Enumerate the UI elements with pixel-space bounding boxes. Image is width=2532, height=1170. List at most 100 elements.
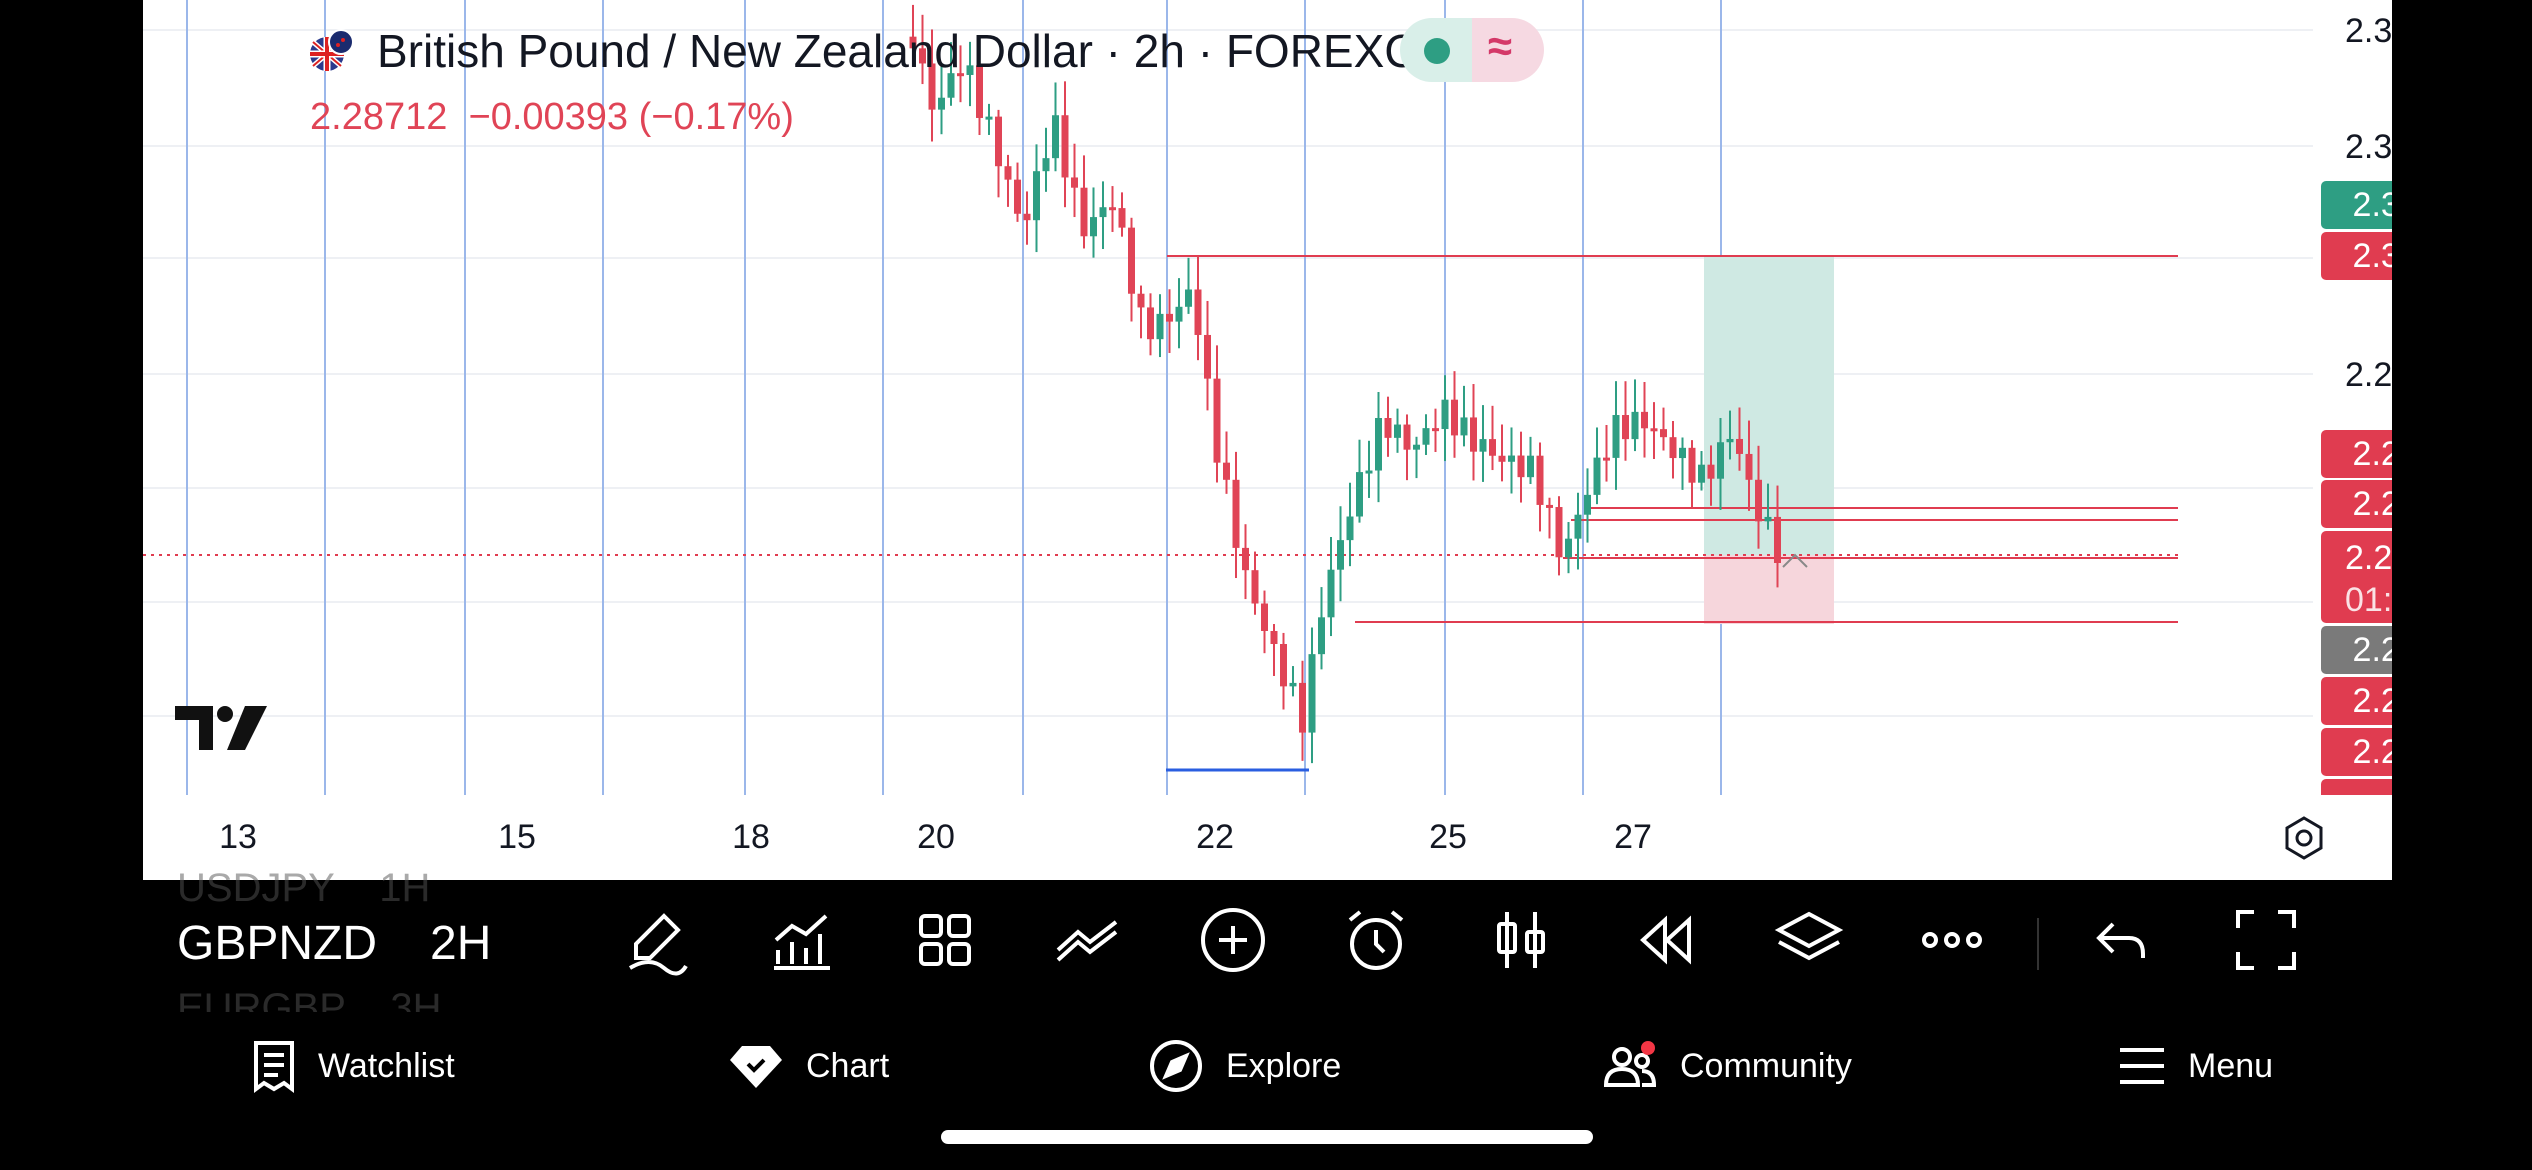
symbol-flag-icon [309,28,354,72]
candle-body [909,36,917,49]
candle-body [966,65,974,75]
market-status-pill[interactable] [1400,18,1472,82]
date-tick-20: 20 [917,818,955,856]
compare-icon[interactable] [1050,902,1126,978]
more-icon[interactable] [1914,902,1990,978]
symbol-selector[interactable]: GBPNZD [177,917,378,970]
candle-body [928,63,936,110]
candle-body [1204,334,1211,379]
candle-body [1289,682,1297,687]
price-label-entry[interactable]: 2.28922 [2321,430,2392,478]
candle-body [1251,570,1259,604]
replay-icon[interactable] [1627,902,1703,978]
nav-menu[interactable]: Menu [2118,1034,2273,1098]
candle-body [1707,464,1715,479]
date-tick-27: 27 [1614,818,1652,856]
candle-body [1052,115,1059,159]
add-icon[interactable] [1195,902,1271,978]
candle-body [1327,569,1335,618]
crosshair-marker [1782,553,1808,568]
nav-chart[interactable]: Chart [728,1034,889,1098]
candle-body [1527,455,1534,478]
market-open-dot-icon [1424,38,1450,64]
indicators-icon[interactable] [764,902,840,978]
candle-body [1422,428,1430,445]
candle-body [1574,514,1582,539]
layers-icon[interactable] [1771,902,1847,978]
hamburger-menu-icon [2120,1048,2164,1084]
symbol-title[interactable]: British Pound / New Zealand Dollar · 2h … [377,25,1492,77]
candle-body [1660,429,1667,438]
settings-icon[interactable] [2281,815,2327,861]
candle-body [1745,453,1753,480]
candle-body [1194,289,1202,335]
bottom-navigation: Watchlist Chart Explore Community Menu [0,1012,2532,1170]
price-label-low[interactable]: 2.28420 [2321,728,2392,776]
candles-icon[interactable] [1483,902,1559,978]
price-change-readout: 2.28712 −0.00393 (−0.17%) [310,96,794,139]
candle-body [1109,207,1116,211]
candle-body [1375,418,1382,471]
candle-body [1166,313,1173,322]
candle-body [995,116,1002,167]
chart-toolbar: USDJPY 1H GBPNZD 2H EURGBP 3H [143,866,2392,1012]
candle-body [1384,418,1392,438]
date-tick-25: 25 [1429,818,1467,856]
candlestick-series[interactable] [909,4,1782,764]
fullscreen-icon[interactable] [2228,902,2304,978]
chart-canvas[interactable] [143,0,2392,880]
nav-community[interactable]: Community [1602,1034,1852,1098]
price-label-target[interactable]: 2.30022 [2321,181,2392,229]
candle-body [1261,603,1268,631]
prev-symbol[interactable]: USDJPY 1H [177,866,431,910]
candle-body [1451,399,1458,436]
last-price-label[interactable]: 2.28712 01:32:53 [2321,531,2392,623]
price-label-line[interactable]: 2.28861 [2321,480,2392,528]
candle-body [1726,438,1734,443]
wave-icon: ≈ [1487,22,1513,71]
candle-body [1071,177,1078,188]
interval-selector[interactable]: 2H [430,917,492,970]
candle-body [1688,447,1696,483]
price-label-support[interactable]: 2.28694 [2321,677,2392,725]
date-tick-13: 13 [219,818,257,856]
candle-body [1508,455,1515,462]
candle-body [1156,313,1164,340]
undo-icon[interactable] [2083,902,2159,978]
candle-body [1137,293,1145,308]
last-price: 2.28712 [310,96,448,138]
tradingview-logo [175,700,271,761]
candle-body [1042,158,1050,172]
candle-body [1242,547,1249,571]
nav-explore[interactable]: Explore [1148,1034,1341,1098]
date-tick-15: 15 [498,818,536,856]
candle-body [1460,417,1468,436]
candle-body [1736,438,1743,454]
candle-body [957,73,964,77]
alert-icon[interactable] [1338,902,1414,978]
candle-body [1517,455,1525,478]
long-position-loss-zone[interactable] [1704,555,1834,624]
compass-icon [1150,1040,1202,1092]
price-label-clipped[interactable] [2321,779,2392,795]
candle-body [1479,439,1487,452]
delayed-data-pill[interactable]: ≈ [1472,18,1544,82]
candle-body [976,65,983,118]
candle-body [1764,516,1772,522]
layouts-icon[interactable] [907,902,983,978]
draw-icon[interactable] [620,902,696,978]
candle-body [919,48,926,64]
price-label-resistance[interactable]: 2.30020 [2321,232,2392,280]
nav-watchlist[interactable]: Watchlist [252,1034,455,1098]
chart-area[interactable]: British Pound / New Zealand Dollar · 2h … [143,0,2392,880]
candle-body [1023,213,1031,221]
candle-body [1185,289,1192,307]
candle-body [1280,643,1287,687]
price-label-stop[interactable]: 2.28695 [2321,626,2392,674]
next-symbol[interactable]: EURGBP 3H [177,986,442,1012]
candle-body [1004,166,1012,180]
candle-body [1080,187,1088,237]
date-tick-18: 18 [732,818,770,856]
candle-body [1641,411,1648,429]
candle-body [1679,447,1686,459]
